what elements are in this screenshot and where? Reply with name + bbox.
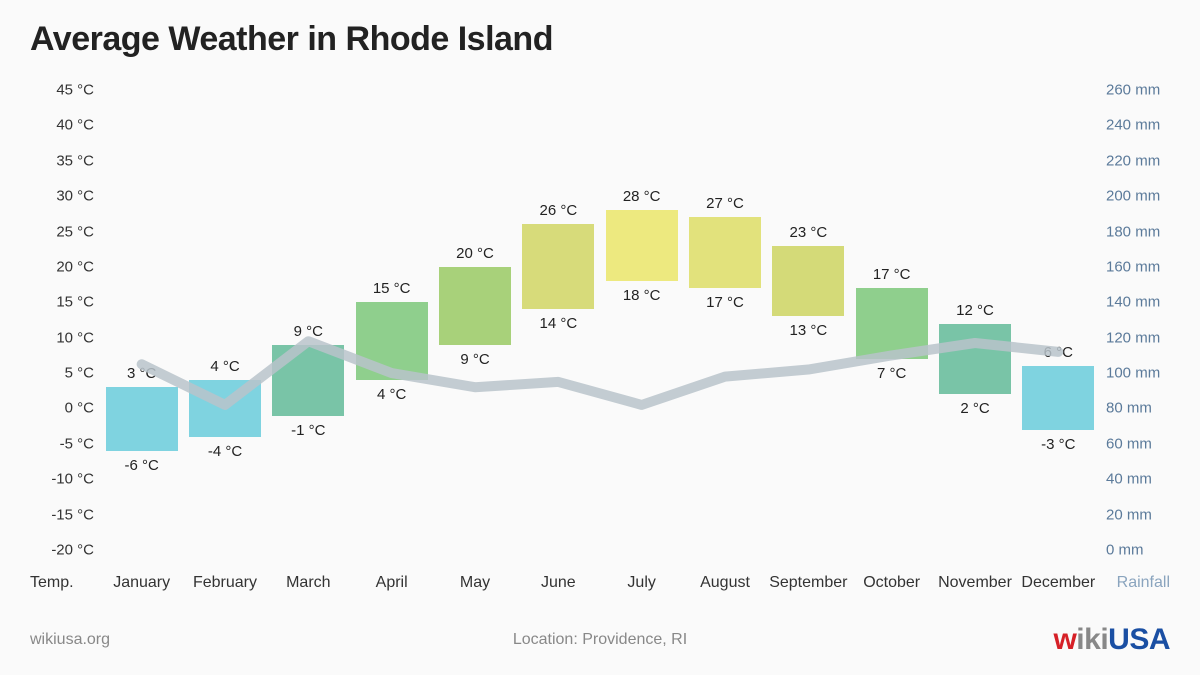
rain-axis-tick: 220 mm — [1106, 152, 1176, 169]
rain-axis-tick: 80 mm — [1106, 400, 1176, 417]
temp-high-label: 3 °C — [127, 365, 156, 382]
temp-low-label: 14 °C — [539, 315, 577, 332]
temp-low-label: 7 °C — [877, 365, 906, 382]
temp-axis-tick: 15 °C — [24, 294, 94, 311]
temp-bar — [856, 288, 928, 359]
temp-low-label: 18 °C — [623, 287, 661, 304]
month-label: June — [541, 574, 576, 592]
temp-high-label: 17 °C — [873, 266, 911, 283]
location-caption: Location: Providence, RI — [513, 631, 687, 649]
rain-axis-tick: 0 mm — [1106, 542, 1176, 559]
temp-low-label: 2 °C — [960, 400, 989, 417]
month-label: August — [700, 574, 750, 592]
temp-low-label: -3 °C — [1041, 436, 1075, 453]
month-label: July — [627, 574, 655, 592]
temp-bar — [189, 380, 261, 437]
temp-bar — [356, 302, 428, 380]
temp-bar — [522, 224, 594, 309]
temp-axis-tick: -20 °C — [24, 542, 94, 559]
temp-high-label: 26 °C — [539, 202, 577, 219]
temp-high-label: 12 °C — [956, 302, 994, 319]
rain-axis-tick: 40 mm — [1106, 471, 1176, 488]
chart-title: Average Weather in Rhode Island — [30, 20, 553, 59]
temp-axis-label: Temp. — [30, 574, 74, 592]
rainfall-line — [100, 90, 1100, 550]
temp-bar — [106, 387, 178, 451]
month-label: February — [193, 574, 257, 592]
month-label: May — [460, 574, 490, 592]
temp-bar — [1022, 366, 1094, 430]
temp-low-label: 17 °C — [706, 294, 744, 311]
rain-axis-tick: 100 mm — [1106, 365, 1176, 382]
temp-high-label: 20 °C — [456, 245, 494, 262]
temp-high-label: 15 °C — [373, 280, 411, 297]
temp-high-label: 23 °C — [789, 224, 827, 241]
logo-usa: USA — [1108, 623, 1170, 656]
temp-high-label: 27 °C — [706, 195, 744, 212]
temp-low-label: 4 °C — [377, 386, 406, 403]
temp-bar — [606, 210, 678, 281]
temp-axis-tick: -15 °C — [24, 506, 94, 523]
rain-axis-tick: 240 mm — [1106, 117, 1176, 134]
logo-iki: iki — [1076, 623, 1108, 656]
month-label: March — [286, 574, 330, 592]
rain-axis-tick: 20 mm — [1106, 506, 1176, 523]
temp-high-label: 9 °C — [294, 323, 323, 340]
temp-high-label: 6 °C — [1044, 344, 1073, 361]
temp-low-label: -4 °C — [208, 443, 242, 460]
temp-low-label: 13 °C — [789, 322, 827, 339]
logo-w: w — [1053, 623, 1076, 656]
temp-axis-tick: 40 °C — [24, 117, 94, 134]
temp-axis-tick: 10 °C — [24, 329, 94, 346]
month-label: October — [863, 574, 920, 592]
month-label: November — [938, 574, 1012, 592]
temp-low-label: -6 °C — [124, 457, 158, 474]
temp-bar — [272, 345, 344, 416]
temp-bar — [689, 217, 761, 288]
temp-low-label: -1 °C — [291, 422, 325, 439]
temp-bar — [772, 246, 844, 317]
wikiusa-logo: wikiUSA — [1053, 623, 1170, 657]
temp-axis-tick: 30 °C — [24, 188, 94, 205]
month-label: September — [769, 574, 847, 592]
temp-axis-tick: -10 °C — [24, 471, 94, 488]
temp-axis-tick: 20 °C — [24, 258, 94, 275]
rain-axis-tick: 120 mm — [1106, 329, 1176, 346]
rain-axis-tick: 140 mm — [1106, 294, 1176, 311]
month-label: January — [113, 574, 170, 592]
temp-high-label: 4 °C — [210, 358, 239, 375]
month-label: April — [376, 574, 408, 592]
rain-axis-tick: 200 mm — [1106, 188, 1176, 205]
temp-axis-tick: 45 °C — [24, 82, 94, 99]
site-credit: wikiusa.org — [30, 631, 110, 649]
temp-low-label: 9 °C — [460, 351, 489, 368]
temp-high-label: 28 °C — [623, 188, 661, 205]
rain-axis-tick: 260 mm — [1106, 82, 1176, 99]
temp-axis-tick: 35 °C — [24, 152, 94, 169]
footer: wikiusa.org Location: Providence, RI wik… — [30, 623, 1170, 657]
weather-chart: -20 °C-15 °C-10 °C-5 °C0 °C5 °C10 °C15 °… — [100, 90, 1100, 550]
temp-axis-tick: -5 °C — [24, 435, 94, 452]
temp-axis-tick: 25 °C — [24, 223, 94, 240]
rain-axis-tick: 180 mm — [1106, 223, 1176, 240]
rain-axis-tick: 60 mm — [1106, 435, 1176, 452]
temp-axis-tick: 5 °C — [24, 365, 94, 382]
temp-axis-tick: 0 °C — [24, 400, 94, 417]
rain-axis-label: Rainfall — [1117, 574, 1170, 592]
month-label: December — [1021, 574, 1095, 592]
rain-axis-tick: 160 mm — [1106, 258, 1176, 275]
temp-bar — [439, 267, 511, 345]
temp-bar — [939, 324, 1011, 395]
